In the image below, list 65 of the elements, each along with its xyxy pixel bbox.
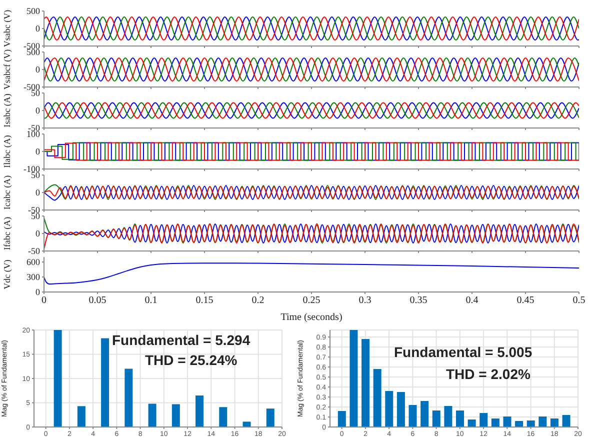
y-axis-title: Vsabc (V) [2,10,12,48]
bar [101,338,110,427]
y-tick-label: 600 [26,257,40,268]
y-axis-title: Icabc (A) [2,175,12,210]
bar [350,330,358,427]
line-series [44,224,579,244]
bar [468,420,476,427]
x-tick-label: 0.05 [88,295,106,306]
annotation: Fundamental = 5.005 [394,344,532,360]
y-tick-label: 0 [36,106,40,116]
y-tick-label: 0 [36,24,40,34]
y-axis-title: Vsabcf (V) [2,49,12,90]
y-tick-label: 0 [36,228,40,239]
bar [242,422,251,427]
bar [503,416,512,427]
y-tick-label: 500 [26,6,40,16]
bar [396,392,405,427]
annotation: THD = 2.02% [446,366,530,382]
bar [172,404,180,427]
y-tick-label: 300 [26,272,40,282]
bar [538,416,547,427]
bar [420,401,429,427]
bar [124,368,133,427]
x-tick-label: 0.35 [410,295,428,306]
y-tick-label: -50 [28,246,40,256]
y-axis-title: Ilabc (A) [2,135,12,168]
annotation: THD = 25.24% [145,352,238,368]
y-tick-label: 0 [36,146,40,157]
bar [54,330,62,427]
bar [432,410,440,427]
annotation: Fundamental = 5.294 [112,332,250,348]
bar [196,395,204,427]
x-tick-label: 0.25 [302,295,320,306]
bar [408,405,417,427]
y-tick-label: 0 [36,287,40,298]
x-tick-label: 0.3 [358,295,372,306]
bar [148,404,156,427]
bar [338,411,346,427]
y-axis-title: Ifabc (A) [2,216,12,250]
bar [77,406,86,427]
bar [562,415,570,427]
bar [456,410,464,427]
x-axis-title: Time (seconds) [280,312,342,323]
bar [266,408,274,427]
bar [373,369,382,427]
bar [480,413,488,427]
y-tick-label: 0 [36,188,40,198]
bar [385,391,394,427]
x-tick-label: 0.15 [196,295,214,306]
x-tick-label: 0.45 [516,295,534,306]
bar [362,339,370,427]
x-tick-label: 0.1 [144,295,158,306]
y-axis-title: Isabc (A) [2,94,12,128]
bar [515,421,524,427]
x-tick-label: 0.4 [466,295,478,306]
bar [444,406,452,427]
x-tick-label: 0.5 [572,295,586,306]
x-tick-label: 0.2 [252,295,264,306]
bar [526,420,535,427]
y-tick-label: 0 [36,64,40,75]
y-axis-title: Vdc (V) [2,260,12,290]
bar [219,407,228,427]
bar [550,418,558,427]
bar [491,418,500,427]
line-series [44,262,579,284]
